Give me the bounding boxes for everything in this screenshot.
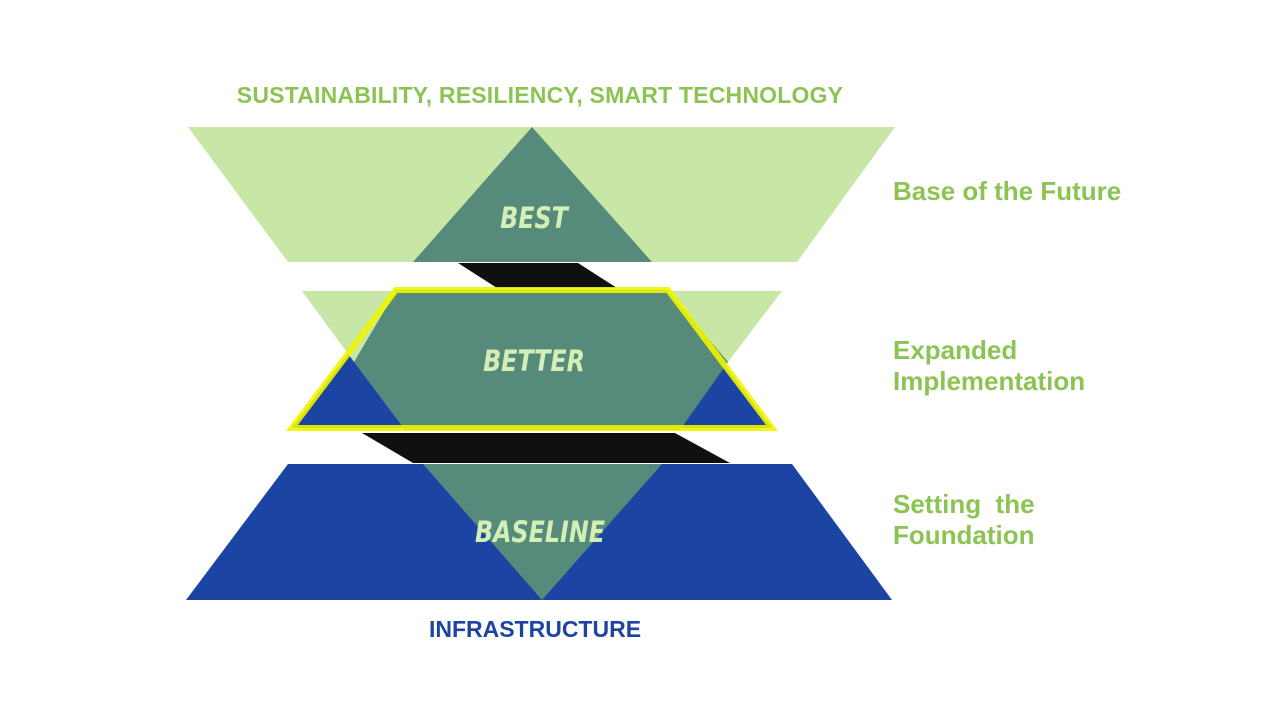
better-tier-highlight-outline bbox=[285, 287, 779, 431]
better-tier-core-hexagon bbox=[354, 291, 728, 430]
best-description-line: Base of the Future bbox=[893, 176, 1122, 206]
better-description-line: Expanded bbox=[893, 335, 1018, 365]
baseline-tier-description: Setting the Foundation bbox=[893, 489, 1273, 551]
best-tier-core-triangle bbox=[413, 127, 652, 262]
baseline-tier-label: BASELINE bbox=[475, 516, 605, 550]
better-tier-label: BETTER bbox=[483, 345, 585, 379]
top-title: SUSTAINABILITY, RESILIENCY, SMART TECHNO… bbox=[236, 82, 844, 108]
better-tier-description: Expanded Implementation bbox=[893, 335, 1273, 397]
connector-best-better bbox=[458, 263, 617, 288]
baseline-description-line: Setting the bbox=[893, 489, 1035, 519]
best-tier-description: Base of the Future bbox=[893, 176, 1273, 207]
connector-better-baseline bbox=[362, 433, 730, 463]
bottom-title: INFRASTRUCTURE bbox=[428, 616, 642, 642]
best-tier-label: BEST bbox=[500, 202, 569, 236]
better-description-line: Implementation bbox=[893, 366, 1086, 396]
baseline-description-line: Foundation bbox=[893, 520, 1035, 550]
baseline-tier-core-triangle bbox=[423, 464, 662, 600]
